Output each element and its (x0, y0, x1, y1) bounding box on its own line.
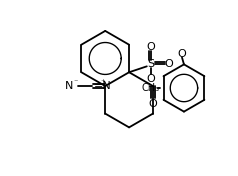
Text: O: O (146, 42, 155, 52)
Text: N: N (65, 81, 74, 91)
Text: CH₃: CH₃ (141, 83, 159, 93)
Text: O: O (178, 49, 186, 59)
Text: O: O (149, 99, 157, 109)
Text: O: O (146, 74, 155, 84)
Text: O: O (164, 59, 173, 69)
Text: ⁺: ⁺ (100, 78, 104, 87)
Text: ⁻: ⁻ (74, 78, 78, 87)
Text: =N: =N (93, 81, 111, 91)
Text: S: S (147, 59, 154, 69)
